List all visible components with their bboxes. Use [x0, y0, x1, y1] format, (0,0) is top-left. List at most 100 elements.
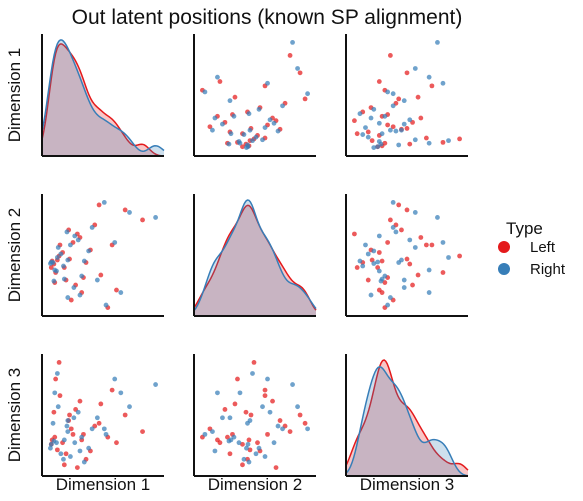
point-right-11	[387, 127, 393, 133]
point-left-12	[423, 242, 429, 248]
point-left-7	[74, 465, 80, 470]
point-right-26	[101, 200, 107, 205]
point-right-25	[382, 113, 388, 119]
legend-item-right: Right	[498, 261, 566, 278]
panel-dimension-2-vs-dimension-1	[41, 194, 164, 317]
point-right-14	[385, 302, 391, 308]
kde-area-right	[42, 40, 164, 156]
point-left-10	[404, 70, 410, 76]
point-right-27	[378, 141, 384, 147]
point-right-7	[376, 233, 382, 239]
point-right-16	[393, 128, 399, 134]
point-left-11	[68, 297, 74, 303]
point-right-17	[86, 248, 92, 254]
kde-line-right	[345, 365, 469, 477]
point-right-24	[54, 371, 60, 376]
point-right-16	[64, 423, 70, 429]
x-axis-label-dimension-1: Dimension 1	[56, 475, 151, 494]
point-right-5	[368, 115, 374, 121]
point-right-21	[360, 132, 366, 137]
point-left-24	[457, 253, 462, 259]
point-left-2	[385, 122, 391, 128]
point-left-20	[246, 437, 252, 443]
point-right-13	[81, 459, 87, 465]
point-left-29	[262, 387, 268, 393]
point-right-16	[64, 229, 70, 235]
point-left-28	[404, 256, 410, 262]
point-right-14	[202, 89, 208, 95]
point-left-10	[297, 70, 303, 76]
point-left-7	[352, 231, 357, 237]
panel-dimension-2-vs-dimension-3	[345, 194, 468, 317]
point-right-23	[215, 390, 220, 396]
point-right-0	[244, 445, 249, 451]
point-right-10	[127, 404, 132, 410]
point-right-22	[267, 117, 273, 123]
point-left-19	[287, 429, 293, 435]
y-axis-label-dimension-3: Dimension 3	[5, 368, 24, 463]
point-right-28	[247, 127, 253, 133]
kde-line-left	[41, 43, 165, 157]
x-axis-label-dimension-3: Dimension 3	[360, 475, 455, 494]
point-right-29	[112, 376, 118, 382]
point-left-28	[67, 412, 72, 418]
point-left-0	[240, 144, 245, 150]
point-right-18	[220, 121, 225, 127]
point-right-14	[202, 431, 208, 437]
point-left-3	[63, 451, 69, 457]
point-left-28	[248, 412, 254, 418]
kde-area-left	[42, 43, 164, 156]
point-right-3	[228, 131, 234, 137]
point-right-27	[378, 278, 384, 284]
point-left-23	[217, 79, 223, 84]
point-right-0	[371, 261, 377, 266]
point-right-23	[426, 290, 432, 295]
point-left-1	[54, 447, 60, 453]
point-right-9	[58, 451, 64, 457]
y-axis-label-dimension-2: Dimension 2	[5, 208, 24, 303]
point-right-12	[260, 404, 265, 410]
point-right-27	[51, 278, 57, 284]
point-right-10	[127, 210, 132, 215]
point-right-9	[253, 134, 259, 140]
point-right-5	[368, 292, 374, 298]
point-right-29	[440, 80, 446, 86]
chart-title: Out latent positions (known SP alignment…	[72, 6, 463, 29]
point-right-12	[55, 245, 61, 250]
point-left-20	[379, 258, 385, 264]
point-right-23	[426, 74, 432, 80]
legend-marker-right	[498, 263, 510, 275]
point-left-12	[262, 393, 268, 399]
point-right-8	[94, 277, 100, 283]
point-right-28	[399, 127, 404, 133]
point-right-14	[103, 302, 109, 308]
point-left-18	[410, 282, 415, 288]
point-right-24	[446, 138, 451, 144]
point-right-29	[265, 80, 270, 86]
point-right-29	[265, 376, 270, 382]
point-right-7	[376, 120, 382, 126]
point-right-11	[210, 127, 215, 133]
legend-label-left: Left	[530, 239, 556, 256]
point-left-3	[365, 277, 371, 283]
legend-label-right: Right	[530, 261, 566, 278]
point-left-22	[270, 398, 275, 404]
point-right-26	[390, 200, 396, 205]
point-right-24	[250, 138, 255, 144]
panel-dimension-1-vs-dimension-1	[41, 34, 165, 157]
point-left-15	[440, 139, 446, 145]
point-right-20	[375, 144, 381, 150]
point-right-5	[212, 448, 218, 454]
point-right-25	[79, 273, 85, 279]
point-right-16	[275, 128, 281, 134]
point-right-3	[61, 276, 67, 282]
point-right-22	[75, 237, 81, 243]
point-right-26	[305, 426, 310, 432]
point-right-29	[112, 240, 118, 245]
point-left-8	[98, 272, 104, 278]
point-right-14	[385, 89, 391, 95]
point-left-8	[415, 272, 421, 278]
point-left-11	[390, 124, 396, 130]
point-right-17	[256, 106, 262, 112]
